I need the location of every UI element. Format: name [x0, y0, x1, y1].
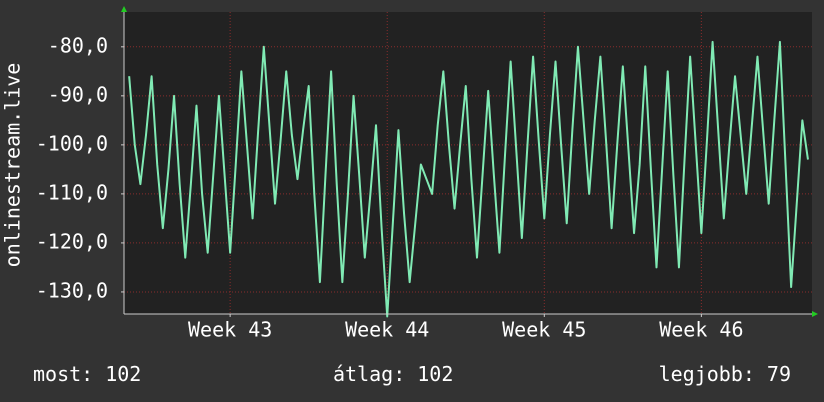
stat-label: legjobb:	[659, 362, 755, 386]
stat-value: 102	[105, 362, 141, 386]
y-tick-label: -130,0	[36, 278, 108, 302]
y-tick-label: -120,0	[36, 229, 108, 253]
stat: átlag: 102	[333, 362, 453, 386]
y-axis-label: onlinestream.live	[1, 63, 25, 268]
stat-value: 79	[767, 362, 791, 386]
y-tick-label: -80,0	[48, 33, 108, 57]
stat-value: 102	[417, 362, 453, 386]
y-tick-label: -100,0	[36, 131, 108, 155]
stat: legjobb: 79	[659, 362, 791, 386]
plot-area	[124, 12, 812, 314]
y-tick-label: -90,0	[48, 82, 108, 106]
x-tick-label: Week 45	[502, 318, 586, 342]
x-tick-label: Week 43	[188, 318, 272, 342]
x-tick-label: Week 44	[345, 318, 429, 342]
axis-arrow	[121, 6, 127, 12]
y-tick-label: -110,0	[36, 180, 108, 204]
stat: most: 102	[33, 362, 141, 386]
marks	[128, 40, 809, 318]
axis-arrow	[812, 311, 818, 317]
stat-label: átlag:	[333, 362, 405, 386]
x-tick-label: Week 46	[659, 318, 743, 342]
grid	[121, 12, 812, 317]
data-line	[128, 40, 809, 318]
stat-label: most:	[33, 362, 93, 386]
